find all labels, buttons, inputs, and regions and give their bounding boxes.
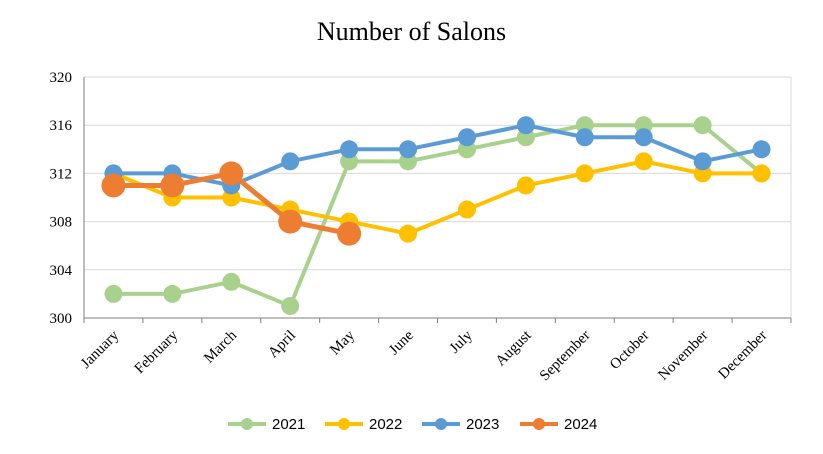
series-2022 bbox=[104, 152, 771, 243]
series-line-2023 bbox=[113, 123, 762, 188]
data-point-2023 bbox=[693, 152, 712, 171]
data-point-2023 bbox=[575, 128, 594, 147]
data-point-2023 bbox=[340, 140, 359, 159]
data-point-2021 bbox=[104, 284, 123, 303]
y-tick-label: 308 bbox=[50, 215, 73, 231]
x-tick-label: May bbox=[327, 327, 358, 358]
data-point-2022 bbox=[634, 152, 653, 171]
series-2021 bbox=[104, 116, 771, 315]
data-point-2023 bbox=[457, 128, 476, 147]
data-point-2021 bbox=[222, 272, 241, 291]
data-point-2023 bbox=[634, 128, 653, 147]
y-tick-label: 300 bbox=[50, 311, 73, 327]
x-tick-label: August bbox=[493, 327, 536, 370]
x-tick-label: July bbox=[447, 327, 476, 356]
x-tick-label: December bbox=[715, 328, 770, 383]
data-point-2022 bbox=[457, 200, 476, 219]
x-tick-label: October bbox=[607, 328, 652, 373]
series-2024 bbox=[101, 161, 362, 246]
data-point-2022 bbox=[516, 176, 535, 195]
data-point-2022 bbox=[752, 164, 771, 183]
data-point-2023 bbox=[516, 116, 535, 135]
x-tick-label: September bbox=[537, 328, 594, 385]
x-tick-label: March bbox=[201, 327, 240, 366]
x-tick-label: February bbox=[132, 327, 182, 377]
series-line-2021 bbox=[113, 123, 763, 308]
data-point-2021 bbox=[693, 116, 712, 135]
x-tick-label: January bbox=[78, 327, 123, 372]
legend-label: 2024 bbox=[564, 416, 597, 433]
legend-swatch-marker bbox=[241, 418, 253, 430]
y-tick-label: 320 bbox=[50, 70, 73, 86]
series-lines bbox=[101, 116, 771, 315]
legend-swatch-marker bbox=[338, 418, 350, 430]
series-2023 bbox=[104, 116, 771, 195]
legend-label: 2021 bbox=[272, 416, 305, 433]
data-point-2022 bbox=[399, 224, 418, 243]
y-tick-label: 312 bbox=[50, 166, 73, 182]
data-point-2024 bbox=[160, 173, 185, 198]
legend-item-2024: 2024 bbox=[520, 416, 597, 433]
x-tick-label: November bbox=[655, 328, 711, 384]
legend-label: 2023 bbox=[466, 416, 499, 433]
series-line-2022 bbox=[112, 159, 762, 236]
legend-swatch-marker bbox=[533, 418, 545, 430]
data-point-2023 bbox=[281, 152, 300, 171]
x-tick-label: April bbox=[265, 328, 299, 362]
chart-title: Number of Salons bbox=[317, 17, 506, 46]
data-point-2024 bbox=[219, 161, 244, 186]
legend-item-2022: 2022 bbox=[325, 416, 402, 433]
x-tick-label: June bbox=[386, 327, 417, 358]
data-point-2022 bbox=[575, 164, 594, 183]
legend-item-2023: 2023 bbox=[422, 416, 499, 433]
data-point-2024 bbox=[278, 209, 303, 234]
data-point-2021 bbox=[163, 284, 182, 303]
data-point-2024 bbox=[337, 221, 362, 246]
y-tick-label: 304 bbox=[50, 263, 73, 279]
legend-swatch-marker bbox=[435, 418, 447, 430]
data-point-2023 bbox=[399, 140, 418, 159]
gridlines bbox=[84, 76, 792, 318]
data-point-2024 bbox=[101, 173, 126, 198]
y-tick-label: 316 bbox=[50, 118, 73, 134]
legend-item-2021: 2021 bbox=[228, 416, 305, 433]
data-point-2023 bbox=[752, 140, 771, 159]
data-point-2021 bbox=[281, 296, 300, 315]
legend: 2021 2022 2023 2024 bbox=[228, 416, 597, 433]
legend-label: 2022 bbox=[369, 416, 402, 433]
